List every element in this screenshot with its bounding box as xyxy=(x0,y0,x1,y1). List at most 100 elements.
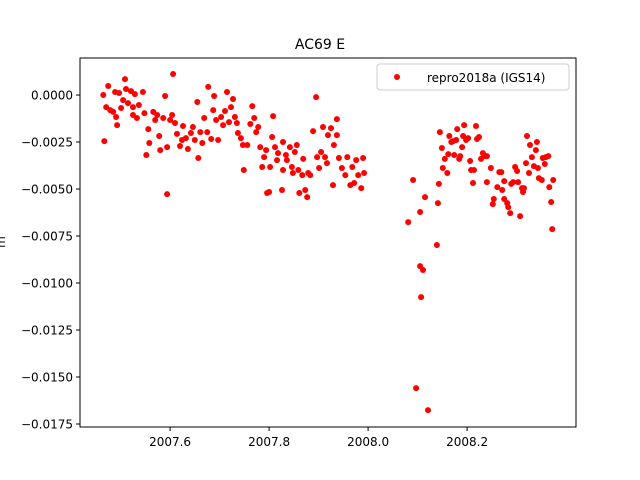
data-point xyxy=(114,122,121,129)
data-point xyxy=(257,144,264,151)
data-point xyxy=(286,144,293,151)
legend-label: repro2018a (IGS14) xyxy=(427,71,545,85)
data-point xyxy=(296,190,303,196)
data-point xyxy=(174,130,180,137)
data-point xyxy=(239,142,246,148)
x-axis-ticks: 2007.6 2007.8 2008.0 2008.2 xyxy=(149,427,488,449)
data-point xyxy=(318,149,325,155)
data-point xyxy=(461,122,468,129)
data-point xyxy=(253,129,260,136)
data-point xyxy=(145,126,152,133)
data-point xyxy=(270,113,277,120)
data-point xyxy=(351,180,358,186)
data-point xyxy=(233,120,240,126)
data-point xyxy=(344,154,351,161)
data-point xyxy=(259,164,266,170)
data-point xyxy=(546,184,553,191)
data-point xyxy=(435,180,442,187)
data-point xyxy=(433,242,440,248)
data-point xyxy=(224,89,230,95)
data-point xyxy=(279,187,285,193)
data-point xyxy=(333,132,340,139)
data-point xyxy=(231,114,238,120)
data-point xyxy=(441,155,448,162)
axes-frame xyxy=(79,57,577,428)
data-point xyxy=(489,201,496,208)
data-point xyxy=(521,185,527,192)
data-point xyxy=(228,104,234,111)
data-point xyxy=(538,177,545,183)
data-point xyxy=(541,161,548,167)
data-point xyxy=(304,194,311,201)
data-point xyxy=(244,142,251,148)
data-point xyxy=(434,200,441,207)
data-point xyxy=(330,182,336,189)
data-point xyxy=(131,91,138,98)
data-point xyxy=(133,115,140,121)
data-point xyxy=(451,152,458,158)
data-point xyxy=(197,129,204,136)
data-point xyxy=(251,115,258,121)
data-point xyxy=(470,180,476,186)
data-point xyxy=(152,117,159,123)
data-point xyxy=(120,97,127,104)
data-point xyxy=(182,135,189,142)
data-point xyxy=(204,129,211,136)
data-point xyxy=(446,133,453,139)
data-point xyxy=(269,134,276,140)
data-point xyxy=(549,226,556,233)
data-point xyxy=(164,191,171,198)
data-point xyxy=(534,165,541,171)
data-point xyxy=(101,138,108,145)
data-point xyxy=(230,96,236,102)
data-point xyxy=(116,90,123,96)
y-tick-label: 0.0000 xyxy=(31,89,73,103)
data-point xyxy=(545,153,552,160)
data-point xyxy=(476,134,482,140)
data-point xyxy=(237,135,244,142)
data-point xyxy=(199,140,206,146)
data-point xyxy=(293,142,300,148)
data-point xyxy=(523,160,529,167)
data-point xyxy=(162,93,169,99)
y-tick-label: −0.0150 xyxy=(21,370,73,384)
data-point xyxy=(130,104,136,111)
data-point xyxy=(146,140,153,146)
data-point xyxy=(361,170,368,176)
data-point xyxy=(349,164,356,170)
data-point xyxy=(465,135,472,142)
legend-box xyxy=(376,63,570,91)
data-point xyxy=(515,179,522,186)
data-point xyxy=(100,92,107,98)
data-point xyxy=(510,179,517,186)
data-point xyxy=(457,153,464,160)
data-point xyxy=(240,167,247,173)
data-point xyxy=(139,89,146,95)
data-point xyxy=(205,83,212,90)
data-point xyxy=(533,139,540,145)
data-point xyxy=(342,172,349,179)
data-point xyxy=(282,152,289,158)
y-axis-label: m xyxy=(0,236,8,248)
data-point xyxy=(501,196,508,202)
y-axis-ticks: 0.0000 −0.0025 −0.0050 −0.0075 −0.0100 −0.012… xyxy=(21,89,80,431)
data-point xyxy=(498,169,505,176)
data-point xyxy=(505,204,512,211)
data-point xyxy=(473,123,479,129)
x-tick-label: 2007.8 xyxy=(248,435,290,449)
data-point xyxy=(167,117,174,123)
data-point xyxy=(550,177,557,183)
data-point xyxy=(170,71,177,77)
data-point xyxy=(548,199,555,205)
data-point xyxy=(324,160,330,167)
data-point xyxy=(483,179,490,186)
data-point xyxy=(532,147,539,154)
y-tick-label: −0.0025 xyxy=(21,136,73,150)
data-point xyxy=(454,126,461,133)
data-point xyxy=(191,137,198,143)
data-point xyxy=(444,170,451,176)
data-point xyxy=(487,165,494,171)
data-point xyxy=(360,155,367,161)
data-point xyxy=(272,144,278,151)
data-point xyxy=(527,142,533,148)
